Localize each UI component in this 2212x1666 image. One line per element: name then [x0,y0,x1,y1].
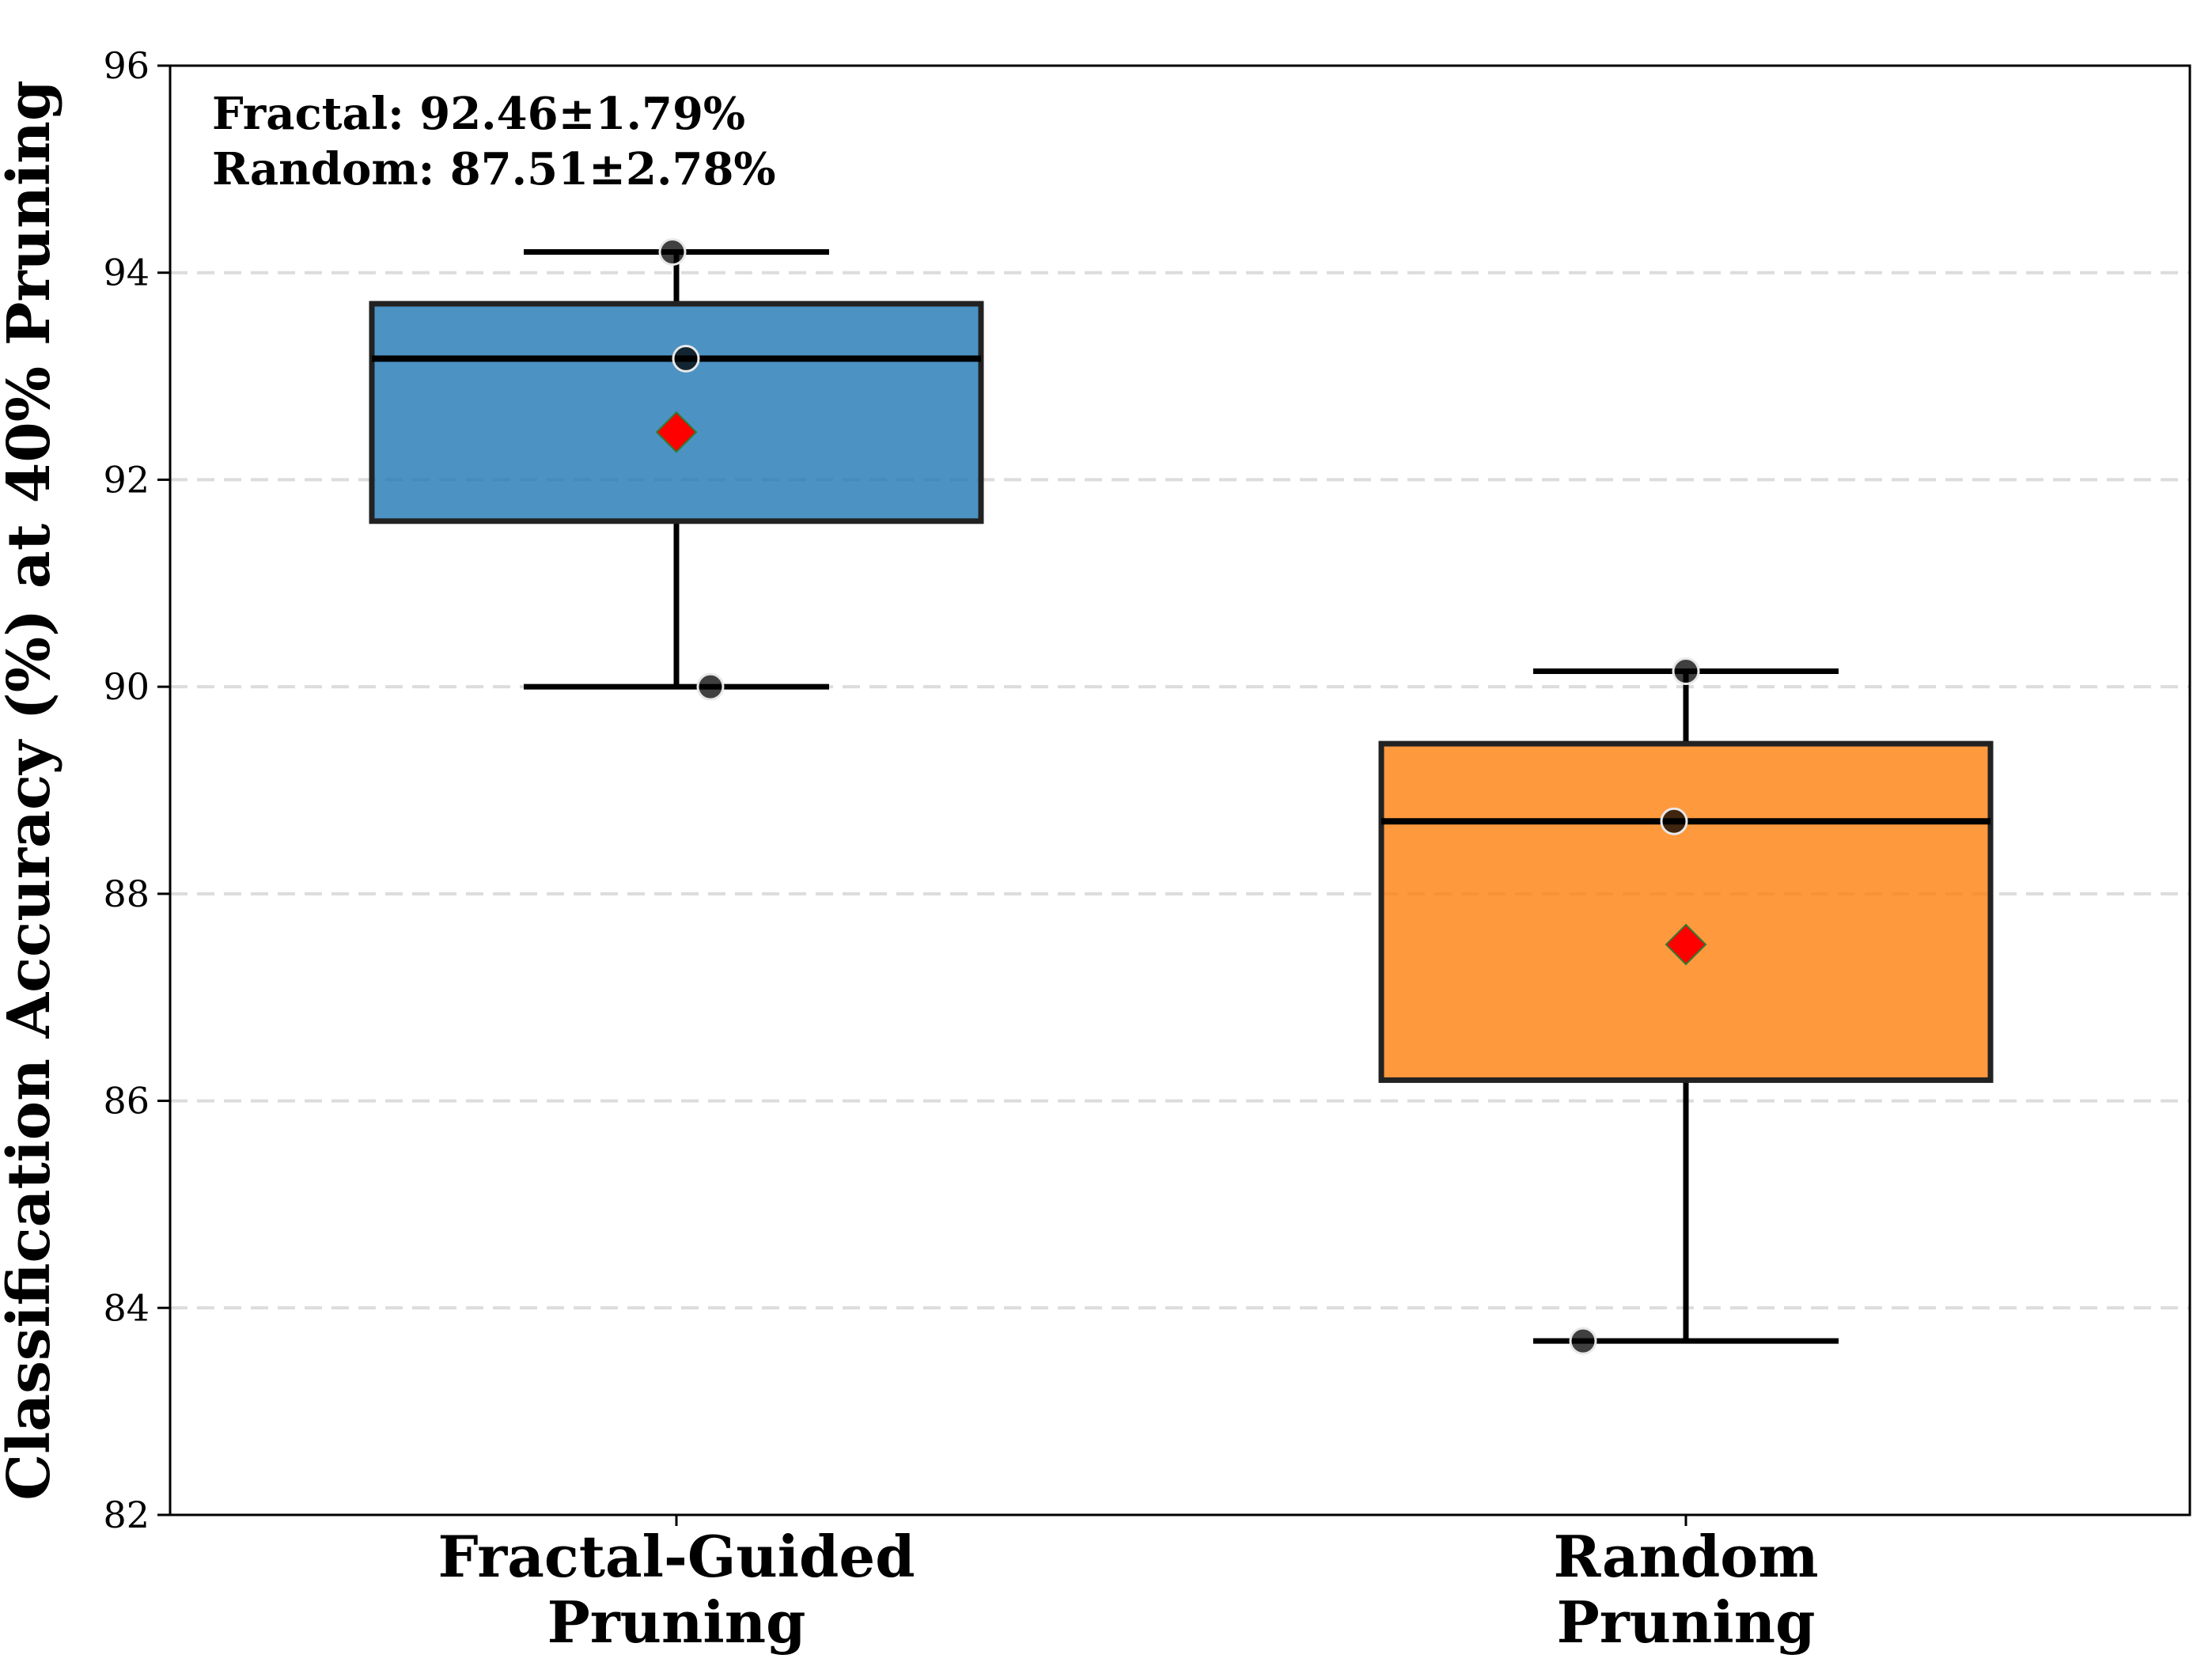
box-group [1378,657,1994,1355]
y-tick-label: 90 [103,665,150,708]
stats-annotation: Fractal: 92.46±1.79%Random: 87.51±2.78% [212,88,776,195]
data-point [1672,657,1700,686]
x-category-label-line: Random [1553,1523,1818,1590]
y-axis-label: Classification Accuracy (%) at 40% Pruni… [0,80,63,1500]
data-point [658,238,687,267]
y-tick-label: 96 [103,44,150,87]
x-category-label: Random Pruning [1553,1523,1818,1656]
data-point [1660,807,1688,835]
data-point [696,672,725,701]
x-category-label-line: Fractal-Guided [437,1523,915,1590]
plot-area-frame [169,64,2191,1516]
y-axis: 82 84 86 88 90 92 94 96 [103,44,170,1536]
mean-marker [655,411,698,453]
x-category-label: Fractal-Guided Pruning [437,1523,915,1656]
annotation-line: Fractal: 92.46±1.79% [212,88,745,140]
data-point [1569,1327,1597,1355]
data-point [672,344,700,373]
x-category-label-line: Pruning [1557,1588,1816,1656]
y-tick-label: 86 [103,1080,150,1123]
annotation-line: Random: 87.51±2.78% [212,143,776,195]
mean-marker [1665,923,1707,966]
y-tick-label: 82 [103,1494,150,1536]
x-category-label-line: Pruning [547,1588,806,1656]
y-tick-label: 94 [103,252,150,294]
box-iqr [1378,740,1994,1083]
y-tick-label: 92 [103,458,150,501]
y-tick-label: 88 [103,873,150,915]
box-plot-series [369,238,1994,1355]
box-group [369,238,984,701]
y-tick-label: 84 [103,1286,150,1329]
